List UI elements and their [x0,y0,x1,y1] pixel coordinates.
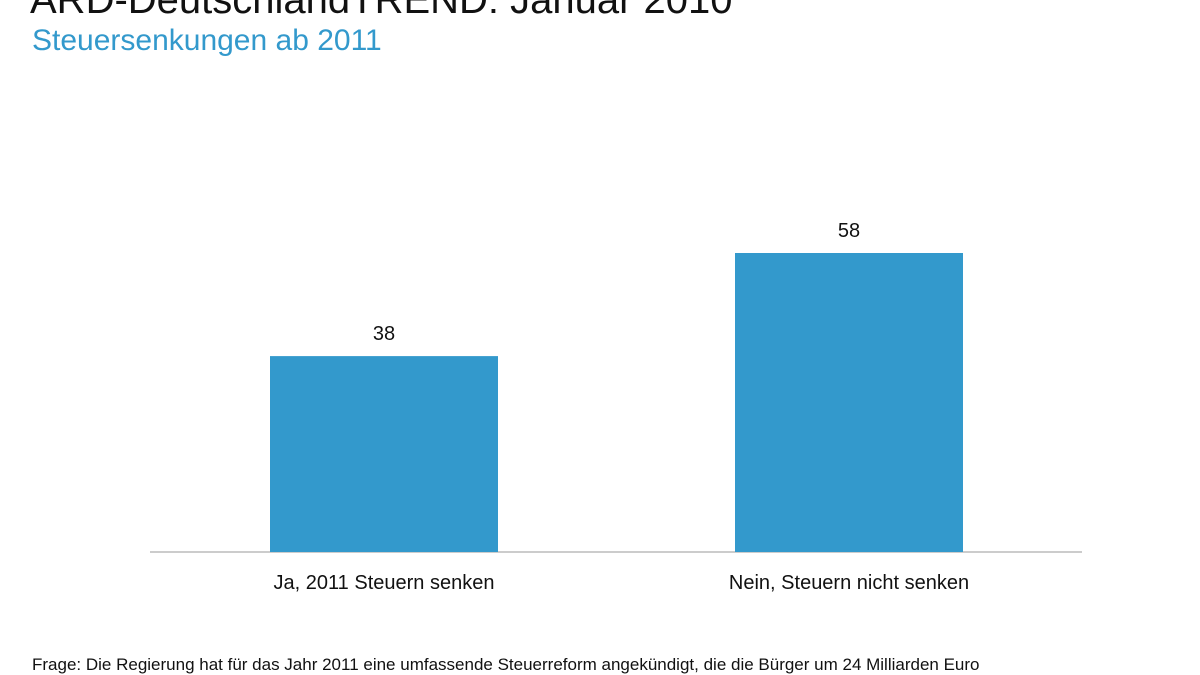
bar [270,356,498,552]
category-label: Ja, 2011 Steuern senken [274,572,495,594]
bar-chart: 38 Ja, 2011 Steuern senken 58 Nein, Steuern… [150,220,1082,594]
category-label: Nein, Steuern nicht senken [729,572,969,594]
data-label: 38 [373,323,395,345]
bar [735,253,963,552]
chart-subtitle: Steuersenkungen ab 2011 [32,24,382,57]
chart-title: ARD-DeutschlandTREND: Januar 2010 [30,0,733,22]
data-label: 58 [838,220,860,242]
footnote: Frage: Die Regierung hat für das Jahr 20… [32,655,980,674]
